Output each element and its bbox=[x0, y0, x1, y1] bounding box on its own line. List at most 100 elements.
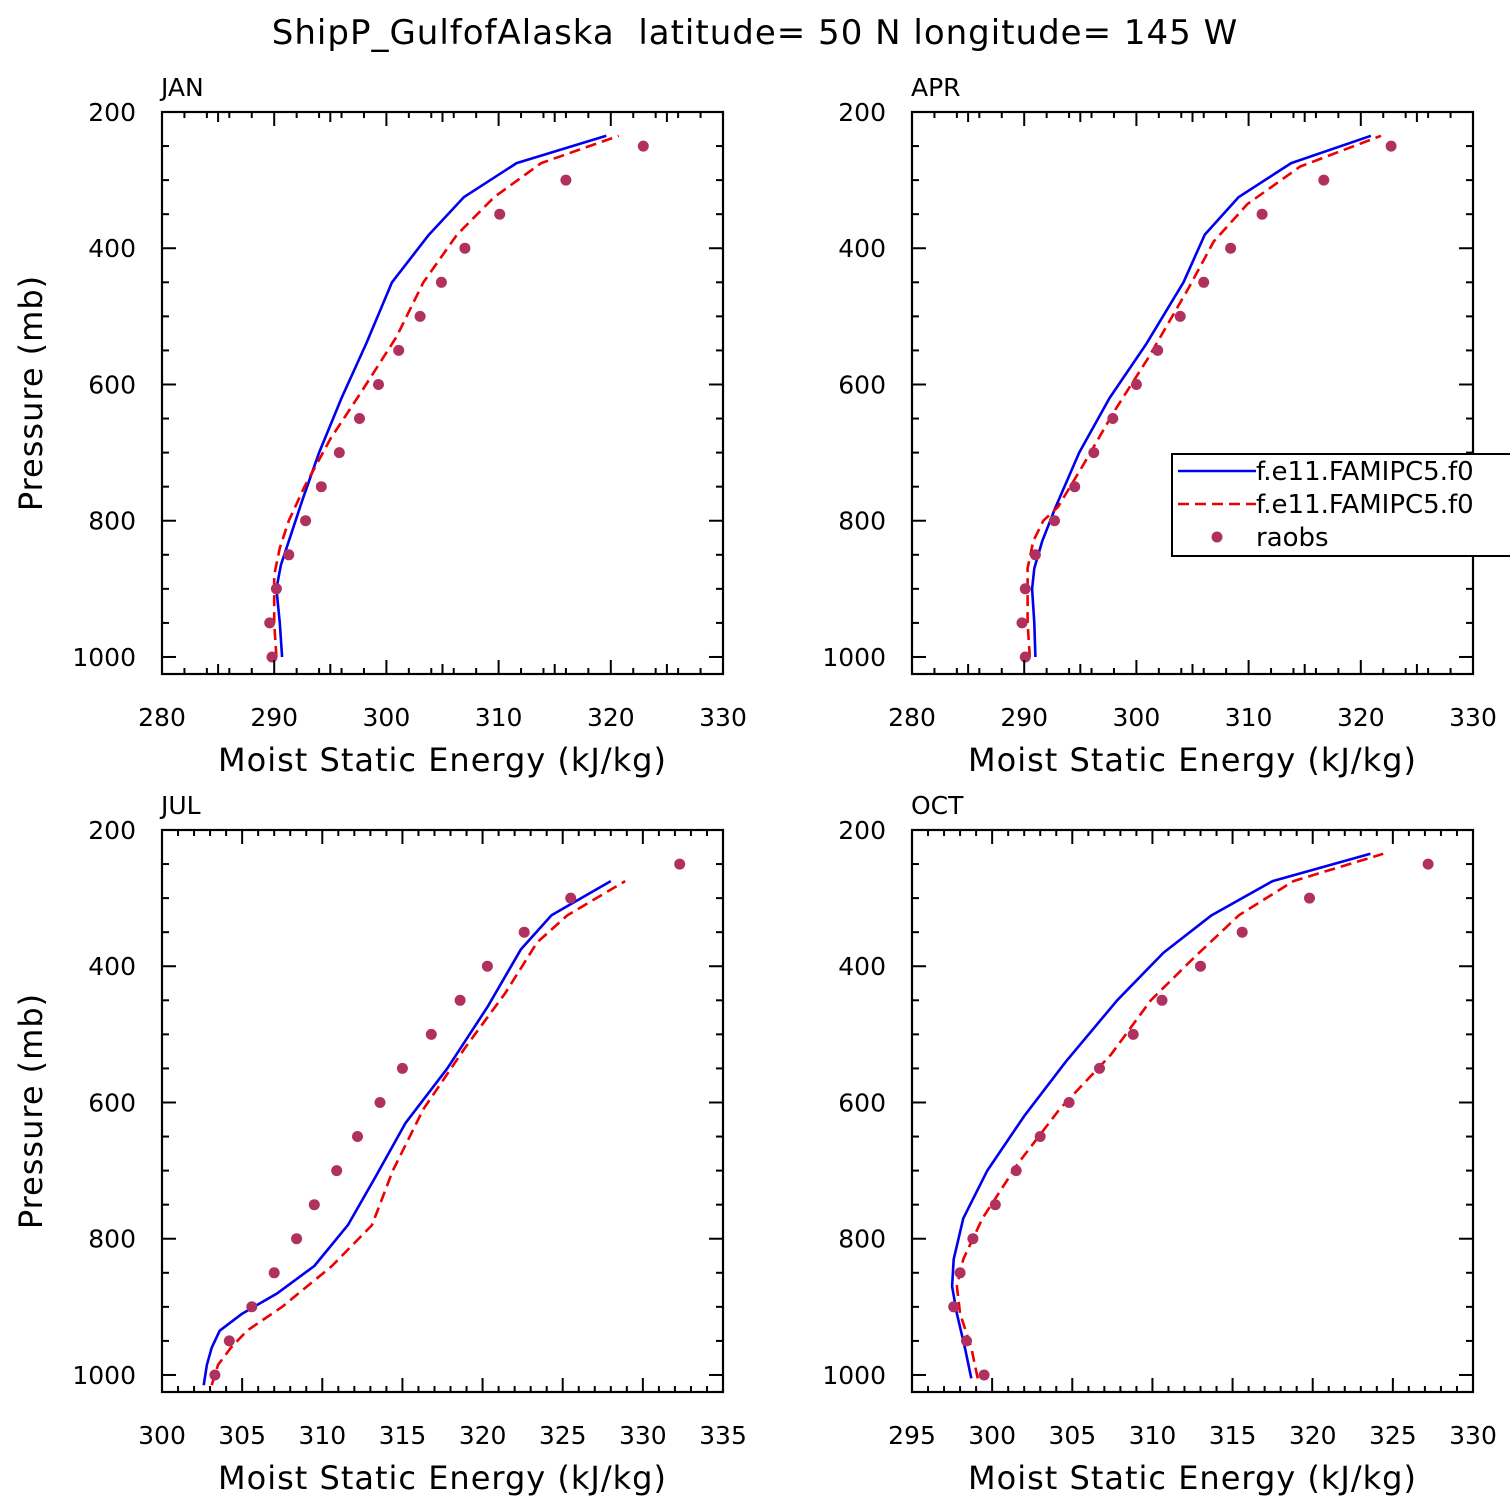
raobs-point bbox=[1049, 515, 1060, 527]
plot-frame bbox=[160, 110, 725, 676]
model-line-solid bbox=[202, 879, 612, 1386]
model-line-solid bbox=[950, 852, 1371, 1379]
raobs-point bbox=[954, 1267, 966, 1279]
y-tick-label: 600 bbox=[88, 370, 136, 399]
legend-label: f.e11.FAMIPC5.f0 bbox=[1256, 490, 1474, 520]
panel-title: APR bbox=[911, 73, 961, 102]
y-tick-label: 800 bbox=[88, 1225, 136, 1254]
raobs-point bbox=[333, 447, 345, 459]
raobs-point bbox=[354, 413, 365, 424]
raobs-point bbox=[1225, 242, 1237, 254]
y-tick-label: 1000 bbox=[822, 643, 886, 672]
x-tick-label: 310 bbox=[475, 703, 523, 732]
raobs-point bbox=[1107, 413, 1119, 424]
raobs-point bbox=[961, 1335, 972, 1347]
raobs-point bbox=[264, 617, 276, 629]
raobs-point bbox=[948, 1301, 960, 1313]
legend-label: raobs bbox=[1256, 523, 1329, 553]
y-tick-label: 800 bbox=[838, 1225, 886, 1254]
y-tick-label: 400 bbox=[838, 234, 886, 263]
raobs-point bbox=[270, 583, 282, 595]
panel-apr: 200 400 600 800 1000 280 290 300 310 320 330 APR Moi… bbox=[822, 73, 1496, 779]
panel-oct: 200 400 600 800 1000 295 300 305 310 315 320 325 330… bbox=[822, 791, 1496, 1497]
y-tick-label: 200 bbox=[88, 98, 136, 127]
raobs-point bbox=[396, 1062, 408, 1074]
raobs-point bbox=[1127, 1028, 1139, 1040]
x-tick-label: 315 bbox=[1209, 1421, 1257, 1450]
series-marker bbox=[209, 858, 686, 1381]
panels: 200 400 600 800 1000 280 290 300 310 320 330 JAN Moi… bbox=[12, 73, 1497, 1497]
y-tick-label: 400 bbox=[838, 952, 886, 981]
model-line-solid bbox=[275, 134, 607, 658]
raobs-point bbox=[283, 549, 295, 561]
x-tick-label: 290 bbox=[250, 703, 298, 732]
y-tick-label: 1000 bbox=[72, 1361, 136, 1390]
raobs-point bbox=[373, 379, 384, 390]
x-tick-label: 330 bbox=[699, 703, 747, 732]
raobs-point bbox=[1256, 208, 1268, 220]
raobs-point bbox=[414, 310, 426, 322]
raobs-point bbox=[560, 174, 572, 186]
raobs-point bbox=[565, 892, 577, 904]
ticks bbox=[161, 829, 724, 1392]
raobs-point bbox=[1069, 481, 1081, 493]
x-tick-label: 295 bbox=[888, 1421, 936, 1450]
x-tick-label: 325 bbox=[1369, 1421, 1417, 1450]
raobs-point bbox=[1156, 994, 1168, 1006]
x-tick-label: 300 bbox=[968, 1421, 1016, 1450]
y-tick-label: 600 bbox=[838, 370, 886, 399]
x-axis-label: Moist Static Energy (kJ/kg) bbox=[968, 1459, 1417, 1497]
ticks bbox=[911, 829, 1474, 1392]
model-line-solid bbox=[1030, 134, 1372, 658]
raobs-point bbox=[1198, 276, 1210, 288]
plot-frame bbox=[910, 110, 1475, 676]
raobs-point bbox=[1304, 892, 1315, 904]
raobs-point bbox=[266, 651, 278, 663]
raobs-point bbox=[1019, 651, 1031, 663]
y-tick-label: 200 bbox=[838, 816, 886, 845]
plot-frame bbox=[910, 828, 1475, 1394]
raobs-point bbox=[1422, 858, 1434, 870]
x-tick-label: 320 bbox=[1289, 1421, 1337, 1450]
raobs-point bbox=[1318, 174, 1330, 186]
x-axis-label: Moist Static Energy (kJ/kg) bbox=[968, 741, 1417, 779]
raobs-point bbox=[1236, 926, 1248, 938]
x-tick-label: 330 bbox=[619, 1421, 667, 1450]
raobs-point bbox=[1174, 310, 1186, 322]
x-tick-label: 310 bbox=[1225, 703, 1273, 732]
y-tick-label: 800 bbox=[88, 507, 136, 536]
y-tick-label: 600 bbox=[88, 1088, 136, 1117]
y-axis-label: Pressure (mb) bbox=[12, 275, 50, 511]
series-solid bbox=[950, 852, 1371, 1379]
raobs-point bbox=[223, 1335, 235, 1347]
raobs-point bbox=[1010, 1165, 1022, 1177]
raobs-point bbox=[637, 140, 649, 152]
raobs-point bbox=[481, 960, 493, 972]
series-dashed bbox=[1026, 134, 1382, 658]
y-tick-label: 200 bbox=[88, 816, 136, 845]
series-dashed bbox=[272, 134, 620, 658]
y-tick-label: 800 bbox=[838, 507, 886, 536]
raobs-point bbox=[425, 1028, 437, 1040]
panel-jan: 200 400 600 800 1000 280 290 300 310 320 330 JAN Moi… bbox=[12, 73, 747, 779]
x-tick-label: 330 bbox=[1449, 1421, 1497, 1450]
y-tick-label: 400 bbox=[88, 952, 136, 981]
series-marker bbox=[1016, 140, 1397, 663]
y-axis-label: Pressure (mb) bbox=[12, 993, 50, 1229]
raobs-point bbox=[1063, 1097, 1075, 1108]
raobs-point bbox=[308, 1199, 320, 1211]
x-tick-label: 320 bbox=[587, 703, 635, 732]
raobs-point bbox=[374, 1097, 386, 1108]
series-marker bbox=[264, 140, 649, 663]
legend-marker bbox=[1211, 531, 1223, 543]
raobs-point bbox=[331, 1165, 343, 1177]
raobs-point bbox=[459, 242, 471, 254]
raobs-point bbox=[1195, 960, 1206, 972]
x-tick-label: 310 bbox=[298, 1421, 346, 1450]
panel-title: JUL bbox=[159, 791, 201, 820]
raobs-point bbox=[1094, 1062, 1105, 1074]
panel-title: JAN bbox=[159, 73, 204, 102]
series-solid bbox=[202, 879, 612, 1386]
model-line-dashed bbox=[1026, 134, 1382, 658]
